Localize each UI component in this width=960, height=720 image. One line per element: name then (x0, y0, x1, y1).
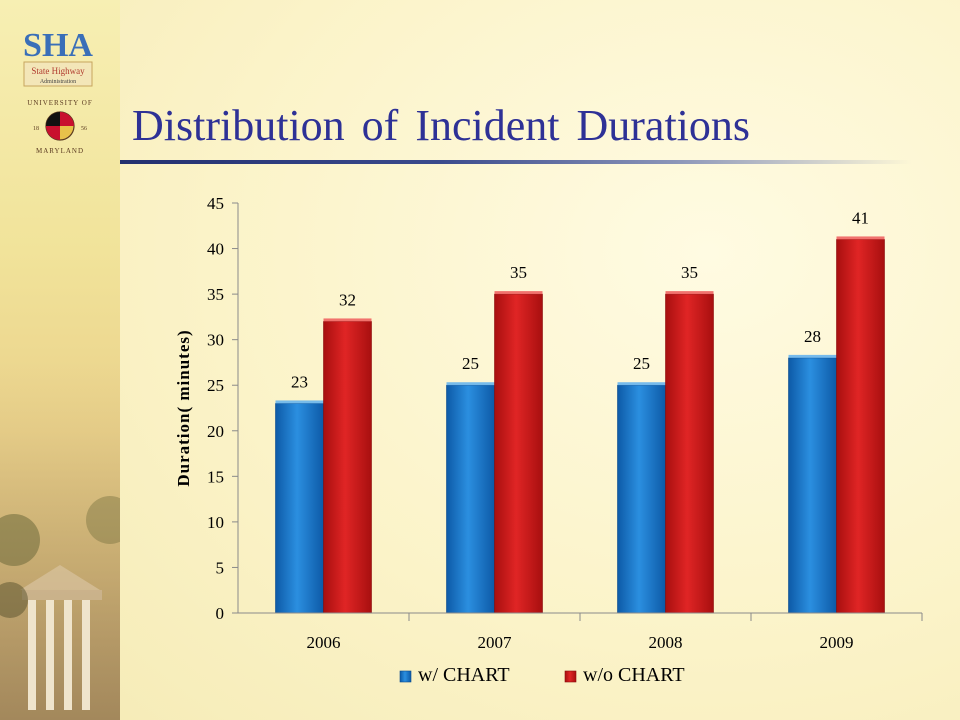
data-label: 28 (804, 327, 821, 346)
bar-top-bevel (275, 400, 324, 404)
y-tick-label: 40 (207, 240, 224, 259)
y-tick-label: 15 (207, 467, 224, 486)
x-tick-label: 2009 (820, 633, 854, 652)
data-label: 23 (291, 372, 308, 391)
bar-top-bevel (836, 236, 885, 240)
sha-logo: SHA State Highway Administration (23, 27, 93, 87)
slide-title: Distribution of Incident Durations (132, 101, 751, 150)
bar-top-bevel (665, 291, 714, 295)
y-tick-label: 25 (207, 376, 224, 395)
legend-swatch-without-chart (564, 670, 577, 683)
data-label: 32 (339, 290, 356, 309)
y-tick-label: 0 (216, 604, 225, 623)
x-axis-ticks: 2006 2007 2008 2009 (307, 613, 923, 652)
legend-label: w/o CHART (583, 664, 685, 686)
svg-text:State Highway: State Highway (31, 66, 85, 76)
university-of-maryland-seal: UNIVERSITY OF 18 56 MARYLAND (27, 99, 92, 155)
y-tick-label: 10 (207, 513, 224, 532)
bar-with-chart-2006 (275, 403, 324, 614)
bars: 23 32 25 35 25 35 28 41 (275, 208, 885, 614)
bar-without-chart-2008 (665, 293, 714, 614)
bar-with-chart-2009 (788, 357, 837, 614)
svg-text:MARYLAND: MARYLAND (36, 147, 84, 155)
data-label: 25 (462, 354, 479, 373)
bar-top-bevel (446, 382, 495, 386)
svg-text:18: 18 (33, 126, 39, 132)
bar-top-bevel (323, 318, 372, 322)
legend: w/ CHART w/o CHART (399, 664, 685, 686)
bar-without-chart-2009 (836, 239, 885, 614)
y-axis-title: Duration( minutes) (174, 329, 193, 486)
svg-text:SHA: SHA (23, 27, 93, 64)
y-tick-label: 30 (207, 331, 224, 350)
bar-top-bevel (617, 382, 666, 386)
data-label: 41 (852, 208, 869, 227)
y-tick-label: 45 (207, 194, 224, 213)
y-tick-label: 20 (207, 422, 224, 441)
bar-top-bevel (494, 291, 543, 295)
bar-with-chart-2007 (446, 384, 495, 614)
bar-without-chart-2006 (323, 321, 372, 614)
y-tick-label: 35 (207, 285, 224, 304)
bar-without-chart-2007 (494, 293, 543, 614)
bar-top-bevel (788, 354, 837, 358)
legend-label: w/ CHART (418, 664, 510, 686)
svg-text:56: 56 (81, 126, 87, 132)
x-tick-label: 2008 (649, 633, 683, 652)
decorative-sidebar: SHA State Highway Administration UNIVERS… (0, 0, 121, 720)
legend-swatch-with-chart (399, 670, 412, 683)
title-underline (120, 160, 912, 164)
x-tick-label: 2006 (307, 633, 341, 652)
y-tick-label: 5 (216, 558, 225, 577)
x-tick-label: 2007 (478, 633, 513, 652)
svg-text:Administration: Administration (40, 79, 76, 85)
y-axis-ticks: 0 5 10 15 20 25 30 35 40 45 (207, 194, 238, 623)
bar-with-chart-2008 (617, 384, 666, 614)
data-label: 25 (633, 354, 650, 373)
data-label: 35 (681, 263, 698, 282)
svg-text:UNIVERSITY OF: UNIVERSITY OF (27, 99, 92, 107)
data-label: 35 (510, 263, 527, 282)
campus-building-illustration (0, 360, 120, 720)
